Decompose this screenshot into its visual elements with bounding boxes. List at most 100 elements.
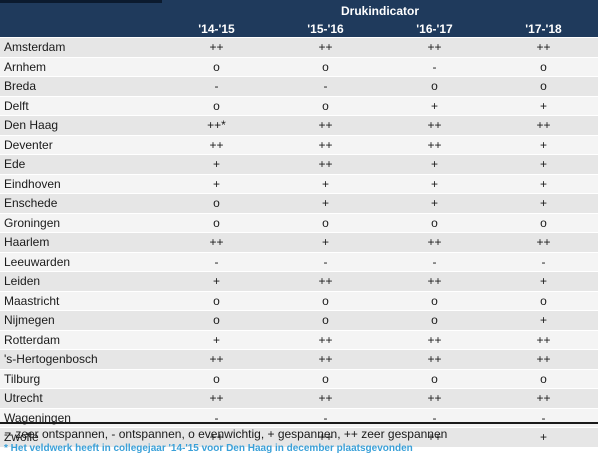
indicator-value: ++ [489, 38, 598, 58]
city-name: Den Haag [0, 115, 162, 136]
indicator-value: ++ [162, 38, 271, 58]
city-name: Eindhoven [0, 174, 162, 194]
indicator-value: ++ [380, 349, 489, 370]
indicator-value: ++ [489, 115, 598, 136]
indicator-value: o [162, 369, 271, 389]
indicator-value: ++ [162, 135, 271, 155]
indicator-value: + [271, 232, 380, 253]
indicator-value: o [380, 369, 489, 389]
table-row: Deventer ++ ++ ++ + [0, 135, 598, 155]
indicator-value: + [162, 154, 271, 175]
city-name: Enschede [0, 193, 162, 214]
indicator-value: + [489, 310, 598, 331]
indicator-value: - [162, 252, 271, 272]
city-name: Ede [0, 154, 162, 175]
table-row: Amsterdam ++ ++ ++ ++ [0, 38, 598, 58]
indicator-value: ++ [489, 349, 598, 370]
indicator-value: ++ [162, 427, 271, 448]
indicator-value: o [271, 57, 380, 77]
city-name: 's-Hertogenbosch [0, 349, 162, 370]
table-row: Nijmegen o o o + [0, 310, 598, 331]
header-accent-bar [0, 0, 162, 3]
indicator-value: o [380, 310, 489, 331]
city-name: Arnhem [0, 57, 162, 77]
footnote-text: * Het veldwerk heeft in collegejaar '14-… [4, 443, 413, 454]
header-year: '17-'18 [525, 22, 562, 36]
indicator-value: o [162, 193, 271, 214]
indicator-value: o [489, 213, 598, 233]
table-row: Maastricht o o o o [0, 291, 598, 311]
indicator-value: ++ [380, 38, 489, 58]
indicator-value: - [271, 408, 380, 428]
header-year: '16-'17 [416, 22, 453, 36]
indicator-value: ++ [271, 271, 380, 292]
indicator-value: + [162, 330, 271, 350]
indicator-value: o [162, 310, 271, 331]
indicator-value: ++ [380, 388, 489, 409]
table-row: Eindhoven + + + + [0, 174, 598, 194]
city-name: Delft [0, 96, 162, 116]
indicator-value: o [489, 369, 598, 389]
indicator-value: o [380, 213, 489, 233]
table-row: Ede + ++ + + [0, 154, 598, 175]
indicator-value: + [489, 427, 598, 448]
indicator-value: ++ [162, 232, 271, 253]
city-name: Deventer [0, 135, 162, 155]
indicator-value: o [489, 57, 598, 77]
table-row: Haarlem ++ + ++ ++ [0, 232, 598, 253]
indicator-value: + [380, 154, 489, 175]
indicator-value: ++* [162, 115, 271, 136]
city-name: Haarlem [0, 232, 162, 253]
indicator-value: ++ [380, 232, 489, 253]
indicator-value: o [162, 96, 271, 116]
city-name: Wageningen [0, 408, 162, 428]
table-header: Drukindicator '14-'15 '15-'16 '16-'17 '1… [0, 0, 598, 37]
header-year: '14-'15 [198, 22, 235, 36]
indicator-value: o [380, 76, 489, 97]
indicator-value: + [489, 154, 598, 175]
table-row: 's-Hertogenbosch ++ ++ ++ ++ [0, 349, 598, 370]
indicator-value: - [489, 408, 598, 428]
indicator-value: - [162, 408, 271, 428]
indicator-value: + [380, 96, 489, 116]
table-row: Wageningen - - - - [0, 408, 598, 428]
indicator-value: ++ [271, 388, 380, 409]
indicator-value: ++ [489, 330, 598, 350]
table-row: Leeuwarden - - - - [0, 252, 598, 272]
header-year-columns: '14-'15 '15-'16 '16-'17 '17-'18 [162, 21, 598, 37]
indicator-value: ++ [162, 349, 271, 370]
indicator-value: o [271, 96, 380, 116]
indicator-value: + [489, 135, 598, 155]
indicator-value: - [162, 76, 271, 97]
legend-text: -- zeer ontspannen, - ontspannen, o even… [4, 427, 448, 441]
city-name: Leiden [0, 271, 162, 292]
indicator-value: o [271, 310, 380, 331]
city-name: Utrecht [0, 388, 162, 409]
indicator-value: o [380, 291, 489, 311]
data-table-body: Amsterdam ++ ++ ++ ++ Arnhem o o - o Breda - - o o Delf… [0, 38, 598, 448]
indicator-value: + [271, 193, 380, 214]
table-row: Groningen o o o o [0, 213, 598, 233]
indicator-value: o [162, 213, 271, 233]
indicator-value: + [489, 271, 598, 292]
indicator-value: ++ [162, 388, 271, 409]
table-row: Den Haag ++* ++ ++ ++ [0, 115, 598, 136]
city-name: Amsterdam [0, 38, 162, 58]
table-row: Delft o o + + [0, 96, 598, 116]
data-table: Amsterdam ++ ++ ++ ++ Arnhem o o - o Breda - - o o Delf… [0, 38, 598, 448]
indicator-value: o [489, 76, 598, 97]
indicator-value: + [380, 193, 489, 214]
indicator-value: + [489, 96, 598, 116]
table-bottom-rule [0, 422, 598, 424]
indicator-value: - [380, 408, 489, 428]
indicator-value: ++ [271, 154, 380, 175]
table-row: Rotterdam + ++ ++ ++ [0, 330, 598, 350]
indicator-value: ++ [380, 427, 489, 448]
indicator-value: ++ [271, 115, 380, 136]
indicator-value: ++ [271, 349, 380, 370]
header-year: '15-'16 [307, 22, 344, 36]
indicator-value: ++ [271, 135, 380, 155]
header-corner [0, 0, 162, 37]
indicator-value: + [489, 193, 598, 214]
table-row: Leiden + ++ ++ + [0, 271, 598, 292]
